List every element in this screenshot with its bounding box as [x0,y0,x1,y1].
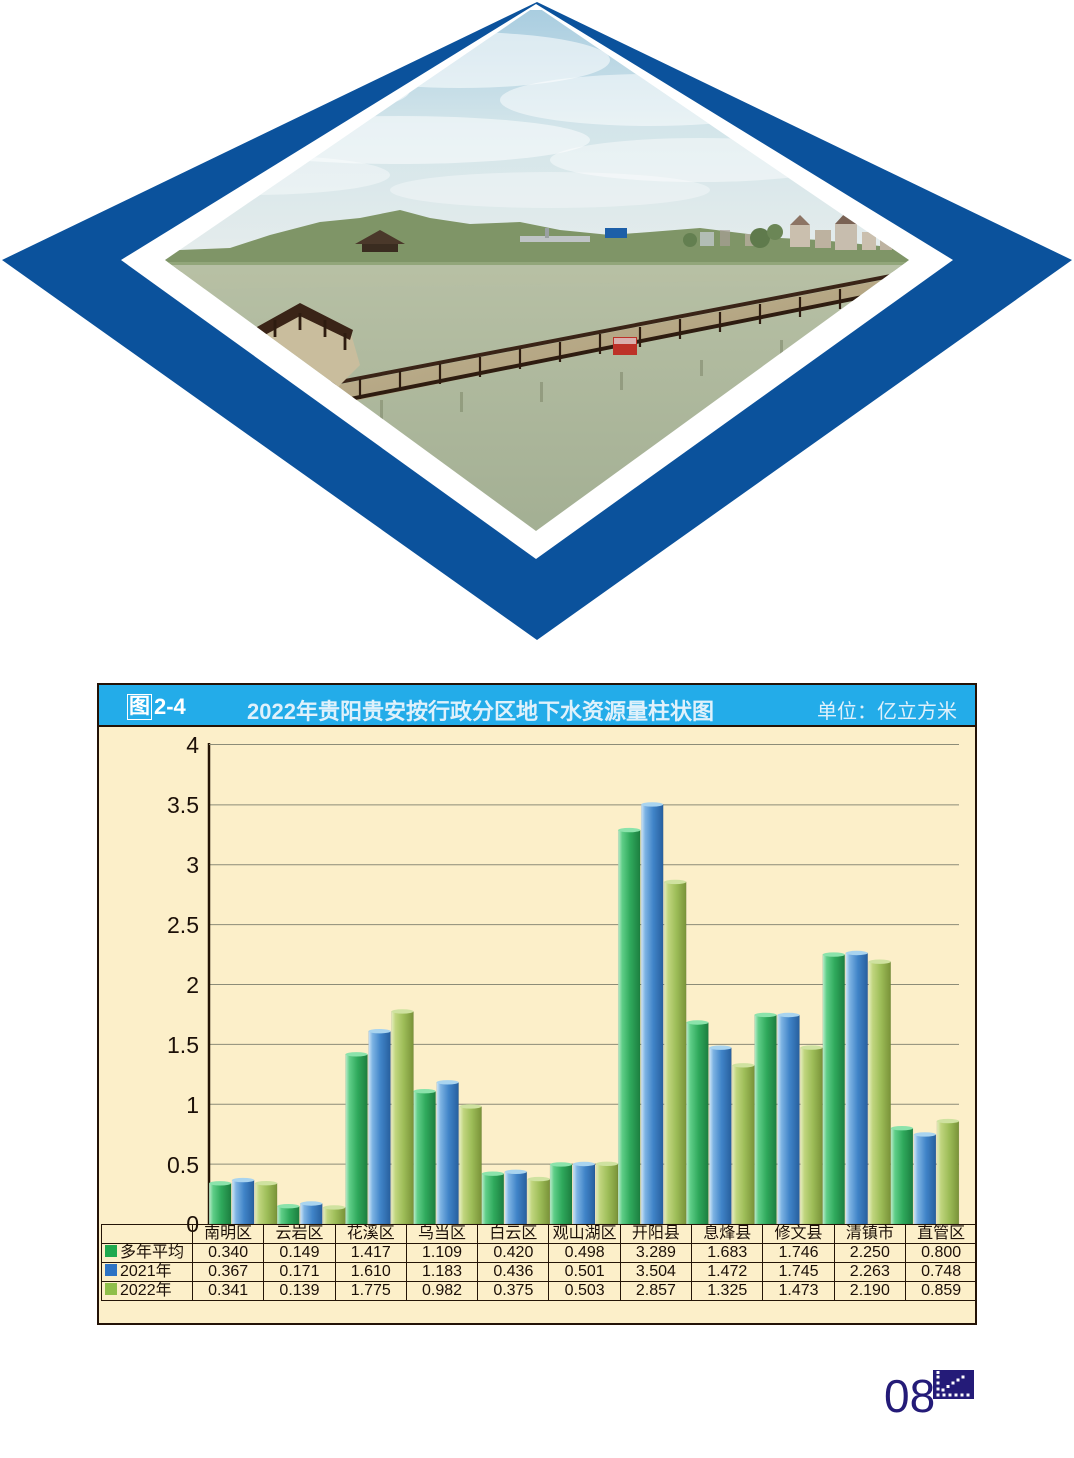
svg-text:4: 4 [186,732,199,758]
svg-text:1: 1 [186,1092,199,1118]
svg-text:3: 3 [186,852,199,878]
svg-text:0.5: 0.5 [167,1152,199,1178]
svg-text:3.5: 3.5 [167,792,199,818]
svg-text:2: 2 [186,972,199,998]
svg-text:2.5: 2.5 [167,912,199,938]
svg-text:1.5: 1.5 [167,1032,199,1058]
